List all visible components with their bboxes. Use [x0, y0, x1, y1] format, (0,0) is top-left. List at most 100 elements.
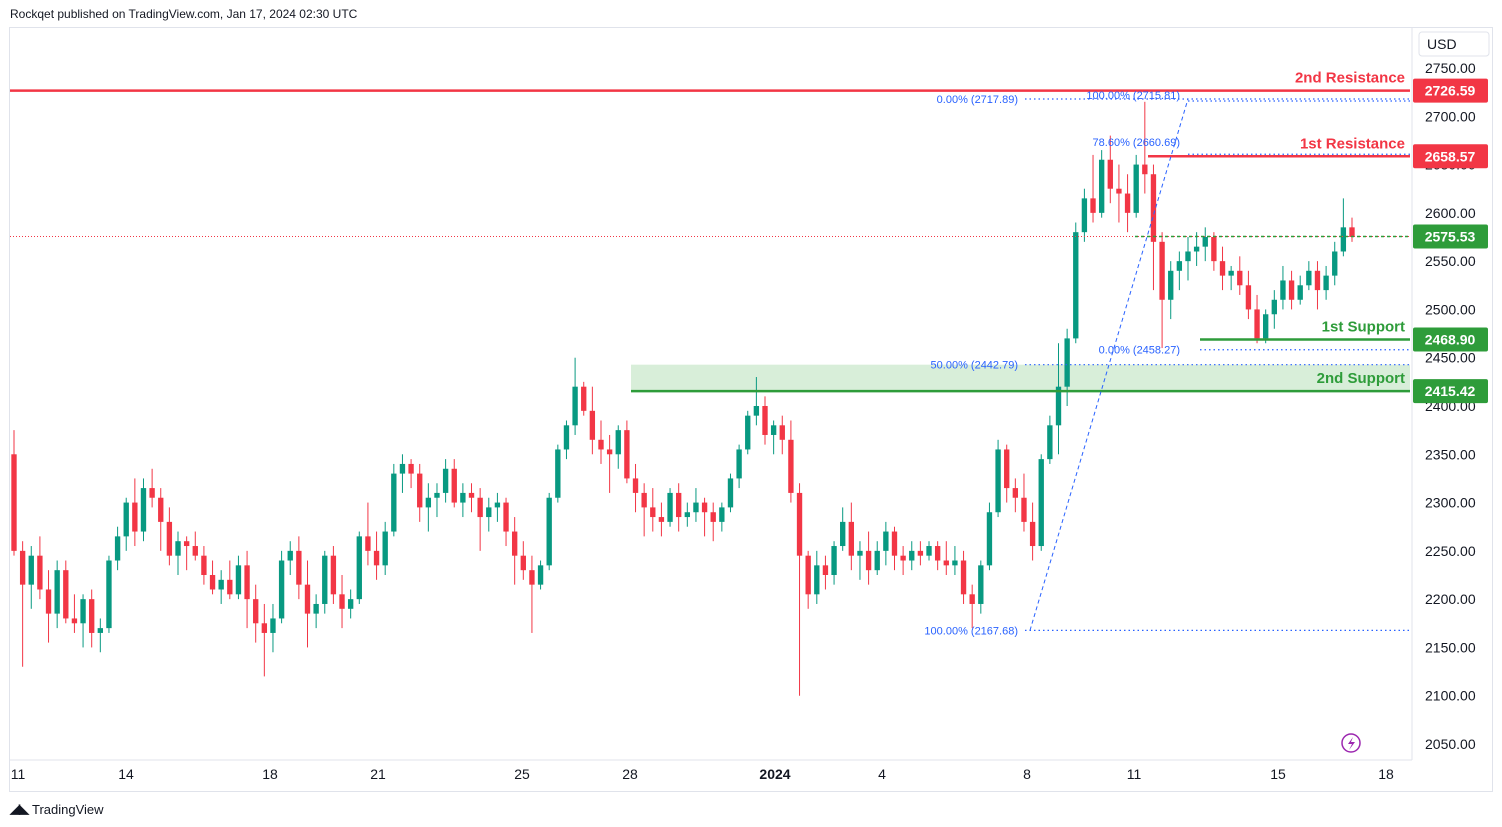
candle-body: [1150, 174, 1157, 242]
candle-body: [192, 546, 198, 556]
y-tick-label: 2450.00: [1425, 350, 1476, 366]
candle-body: [54, 570, 60, 614]
x-tick-label: 15: [1270, 766, 1286, 782]
candle-body: [149, 488, 155, 498]
current-price-tag-text: 2575.53: [1425, 228, 1476, 244]
y-tick-label: 2600.00: [1425, 205, 1476, 221]
candle-body: [166, 521, 173, 556]
candle-body: [1090, 198, 1096, 213]
candle-body: [1263, 314, 1269, 339]
x-tick-label: 21: [370, 766, 386, 782]
candle-body: [97, 628, 103, 633]
x-tick-label: 18: [262, 766, 278, 782]
y-tick-label: 2700.00: [1425, 108, 1476, 124]
footer-brand[interactable]: ◢◣ TradingView: [10, 801, 104, 817]
x-tick-label: 2024: [759, 766, 790, 782]
tradingview-logo-icon: ◢◣: [10, 801, 29, 816]
resistance-1-label: 1st Resistance: [1300, 135, 1405, 152]
candle-body: [632, 478, 639, 493]
candle-body: [80, 599, 86, 624]
candle-body: [624, 430, 630, 479]
y-tick-label: 2550.00: [1425, 253, 1476, 269]
currency-button[interactable]: [1418, 31, 1490, 57]
candle-body: [693, 502, 699, 513]
candle-body: [218, 579, 224, 590]
candle-body: [1314, 270, 1321, 291]
candle-body: [494, 502, 501, 508]
candle-body: [304, 584, 311, 614]
candle-body: [874, 550, 880, 571]
candle-body: [555, 449, 561, 498]
candle-body: [857, 550, 863, 556]
candle-body: [1271, 299, 1277, 315]
candle-body: [840, 521, 846, 547]
candle-body: [710, 512, 716, 522]
candle-body: [658, 517, 665, 522]
currency-label: USD: [1427, 36, 1457, 52]
candle-body: [434, 492, 440, 498]
candle-body: [347, 599, 354, 609]
candle-body: [244, 565, 250, 600]
y-tick-label: 2500.00: [1425, 301, 1476, 317]
fib-label: 50.00% (2442.79): [931, 360, 1018, 372]
candle-body: [796, 492, 803, 556]
candle-body: [969, 594, 975, 604]
candle-body: [1047, 425, 1053, 460]
y-tick-label: 2100.00: [1425, 688, 1476, 704]
candle-body: [373, 550, 380, 566]
x-tick-label: 8: [1023, 766, 1031, 782]
candle-body: [114, 536, 121, 561]
candle-body: [572, 386, 578, 426]
candle-body: [175, 541, 181, 556]
candle-body: [598, 439, 604, 450]
x-tick-label: 11: [11, 766, 26, 782]
candle-body: [667, 492, 673, 522]
candle-body: [917, 550, 924, 556]
resistance-2-price-tag-text: 2726.59: [1425, 83, 1476, 99]
support-2-price-tag-text: 2415.42: [1425, 383, 1476, 399]
candle-body: [701, 502, 708, 513]
y-tick-label: 2150.00: [1425, 639, 1476, 655]
candle-body: [641, 492, 647, 508]
candle-body: [227, 579, 233, 595]
candle-body: [926, 546, 932, 556]
candle-body: [63, 570, 69, 619]
candle-body: [1280, 280, 1286, 300]
candle-body: [391, 473, 397, 532]
candle-body: [865, 550, 872, 571]
candle-body: [745, 415, 751, 450]
candle-body: [589, 410, 596, 440]
candle-body: [1202, 237, 1208, 247]
candle-body: [89, 599, 95, 633]
candle-body: [201, 555, 207, 575]
candle-body: [684, 512, 690, 518]
candle-body: [106, 560, 112, 629]
candle-body: [1219, 261, 1226, 276]
candle-body: [676, 492, 682, 518]
candle-body: [960, 560, 967, 595]
candle-body: [978, 565, 984, 604]
candle-body: [1081, 198, 1088, 233]
candle-body: [11, 454, 17, 551]
candle-body: [1340, 227, 1347, 252]
lightning-icon[interactable]: [1341, 733, 1361, 753]
candle-body: [365, 536, 371, 551]
candle-body: [900, 555, 906, 561]
candle-body: [1055, 386, 1062, 426]
candle-body: [529, 570, 535, 585]
candle-body: [650, 507, 656, 518]
candle-body: [486, 507, 492, 518]
x-tick-label: 11: [1127, 766, 1142, 782]
candle-body: [468, 492, 475, 498]
candle-body: [1004, 449, 1010, 489]
candle-body: [460, 492, 466, 503]
candle-body: [442, 468, 449, 493]
candle-body: [296, 550, 302, 585]
candle-body: [183, 541, 190, 547]
candle-body: [934, 546, 941, 561]
x-tick-label: 25: [514, 766, 530, 782]
candle-body: [1185, 251, 1191, 262]
candle-body: [891, 531, 898, 556]
candle-body: [719, 507, 725, 522]
